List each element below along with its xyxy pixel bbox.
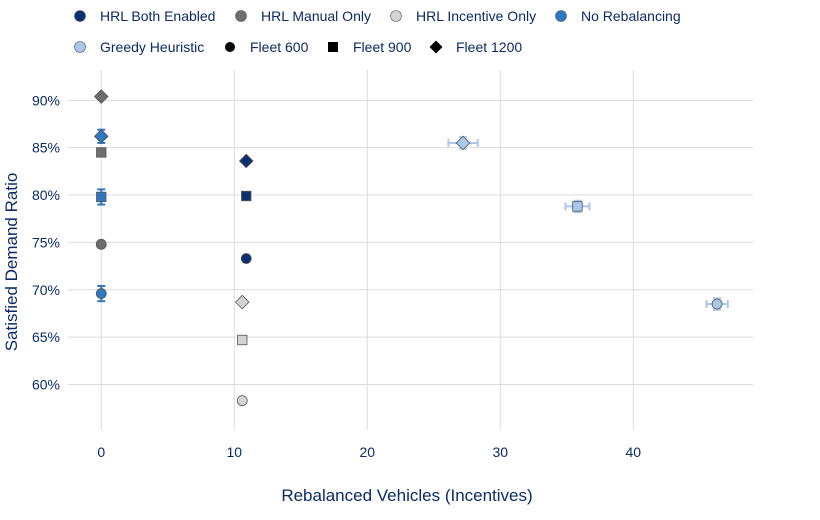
legend-item-no-rebalancing[interactable]: No Rebalancing [555, 8, 681, 24]
legend-marker [555, 10, 567, 22]
point-hrl-incentive-only-fleet-600 [236, 395, 248, 407]
legend-label: Greedy Heuristic [100, 39, 204, 55]
grid-lines [68, 70, 753, 430]
legend[interactable]: HRL Both Enabled HRL Manual Only HRL Incen… [74, 8, 681, 55]
legend-label: HRL Manual Only [261, 8, 371, 24]
legend-item-fleet-1200[interactable]: Fleet 1200 [429, 39, 523, 55]
legend-item-fleet-600[interactable]: Fleet 600 [225, 39, 309, 55]
x-tick-label: 0 [97, 444, 105, 460]
legend-label: HRL Incentive Only [416, 8, 536, 24]
legend-item-hrl-incentive-only[interactable]: HRL Incentive Only [390, 8, 537, 24]
point-hrl-manual-only-fleet-900 [96, 147, 107, 158]
point-no-rebalancing-fleet-1200 [93, 129, 109, 144]
point-no-rebalancing-fleet-600 [95, 288, 107, 299]
legend-item-hrl-both-enabled[interactable]: HRL Both Enabled [74, 8, 216, 24]
point-hrl-both-enabled-fleet-900 [241, 190, 252, 202]
y-axis-title: Satisfied Demand Ratio [2, 173, 21, 352]
y-tick-label: 70% [32, 282, 60, 298]
point-hrl-both-enabled-fleet-1200 [238, 153, 254, 169]
x-axis-title: Rebalanced Vehicles (Incentives) [281, 486, 532, 505]
point-hrl-manual-only-fleet-1200 [93, 89, 109, 104]
legend-marker [328, 42, 338, 52]
y-tick-label: 60% [32, 377, 60, 393]
x-tick-label: 20 [359, 444, 375, 460]
x-tick-label: 30 [492, 444, 508, 460]
legend-marker [390, 10, 402, 22]
point-greedy-heuristic-fleet-600 [711, 298, 723, 310]
legend-label: No Rebalancing [581, 8, 681, 24]
legend-item-fleet-900[interactable]: Fleet 900 [328, 39, 412, 55]
legend-marker [225, 42, 235, 52]
y-tick-label: 75% [32, 234, 60, 250]
point-hrl-incentive-only-fleet-900 [237, 334, 248, 346]
x-axis-ticks: 0 10 20 30 40 [97, 444, 641, 460]
y-axis-ticks: 60% 65% 70% 75% 80% 85% 90% [32, 92, 60, 392]
y-tick-label: 85% [32, 140, 60, 156]
legend-marker [74, 10, 86, 22]
legend-marker [429, 40, 443, 54]
point-hrl-incentive-only-fleet-1200 [234, 294, 250, 310]
data-points [93, 89, 729, 407]
legend-label: Fleet 600 [250, 39, 309, 55]
point-greedy-heuristic-fleet-1200 [455, 135, 471, 151]
y-tick-label: 90% [32, 92, 60, 108]
legend-item-hrl-manual-only[interactable]: HRL Manual Only [235, 8, 371, 24]
x-tick-label: 40 [626, 444, 642, 460]
legend-label: Fleet 1200 [456, 39, 522, 55]
point-greedy-heuristic-fleet-900 [572, 201, 583, 212]
y-tick-label: 65% [32, 329, 60, 345]
point-no-rebalancing-fleet-900 [96, 191, 107, 203]
legend-label: HRL Both Enabled [100, 8, 215, 24]
point-hrl-both-enabled-fleet-600 [240, 253, 252, 264]
legend-label: Fleet 900 [353, 39, 412, 55]
legend-item-greedy-heuristic[interactable]: Greedy Heuristic [74, 39, 205, 55]
legend-marker [235, 10, 247, 22]
y-tick-label: 80% [32, 187, 60, 203]
point-hrl-manual-only-fleet-600 [95, 238, 107, 250]
x-tick-label: 10 [226, 444, 242, 460]
legend-marker [74, 41, 86, 53]
